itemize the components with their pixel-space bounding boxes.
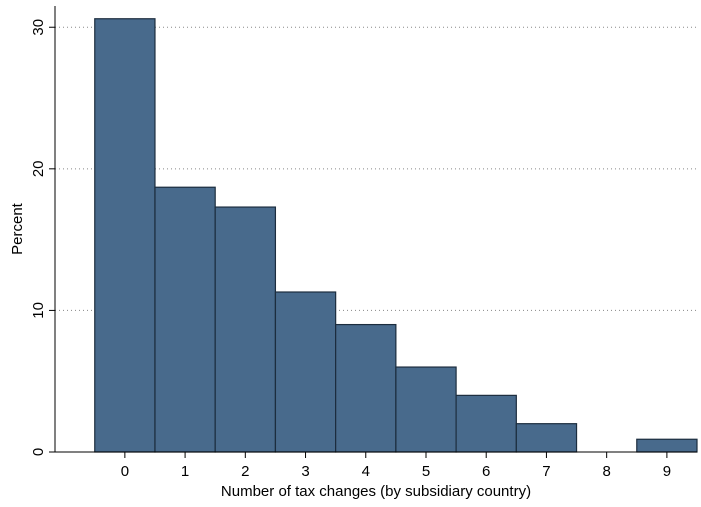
x-tick-label: 8 <box>602 463 610 480</box>
bar <box>94 18 156 453</box>
x-tick-label: 4 <box>362 463 370 480</box>
x-axis-label: Number of tax changes (by subsidiary cou… <box>221 483 531 500</box>
bar <box>636 438 698 453</box>
y-tick-label: 30 <box>30 19 47 36</box>
x-tick-label: 1 <box>181 463 189 480</box>
bar <box>154 186 216 453</box>
y-tick-label: 20 <box>30 160 47 177</box>
x-tick-label: 9 <box>663 463 671 480</box>
bar <box>455 394 517 453</box>
y-tick-label: 0 <box>30 448 47 456</box>
bar <box>395 366 457 453</box>
x-tick-label: 2 <box>241 463 249 480</box>
x-tick-label: 6 <box>482 463 490 480</box>
y-tick-label: 10 <box>30 302 47 319</box>
bar <box>515 423 578 453</box>
y-axis-label: Percent <box>9 202 26 255</box>
bar <box>335 323 397 453</box>
bar <box>214 206 277 453</box>
x-tick-label: 5 <box>422 463 430 480</box>
x-tick-label: 0 <box>121 463 129 480</box>
bar <box>274 291 337 453</box>
x-tick-label: 7 <box>542 463 550 480</box>
x-tick-label: 3 <box>301 463 309 480</box>
